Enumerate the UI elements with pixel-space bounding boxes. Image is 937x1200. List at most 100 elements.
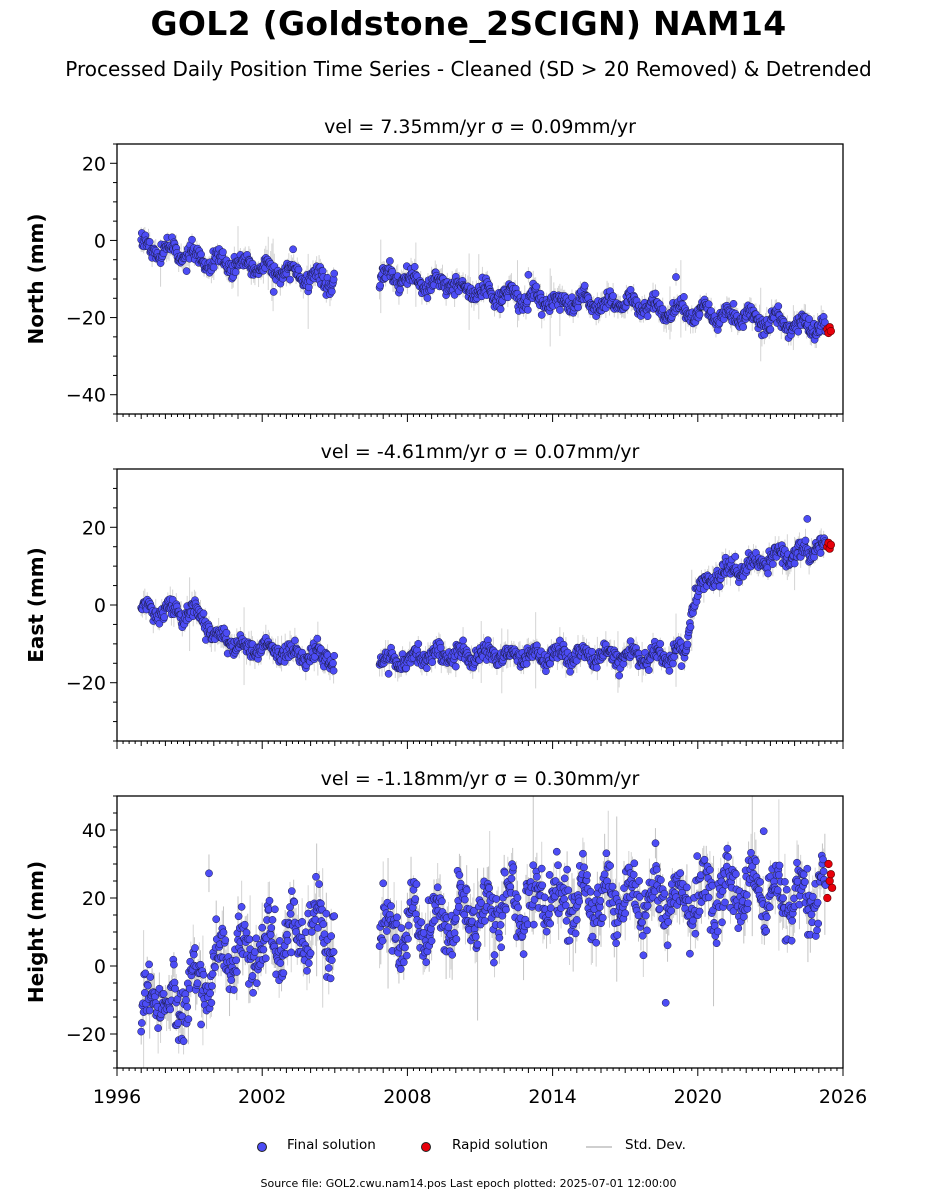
final-point	[146, 973, 155, 981]
final-point	[182, 267, 191, 275]
final-point	[313, 634, 322, 643]
final-point	[261, 954, 270, 963]
final-point	[286, 275, 294, 284]
final-point	[159, 989, 168, 998]
final-point	[237, 903, 246, 911]
final-point	[480, 917, 489, 925]
final-point	[498, 911, 507, 920]
final-point	[379, 879, 388, 888]
final-point	[612, 939, 620, 948]
final-point	[608, 882, 617, 891]
final-point	[803, 515, 812, 523]
panel-title: vel = 7.35mm/yr σ = 0.09mm/yr	[324, 116, 636, 138]
y-tick-label: 20	[82, 153, 106, 175]
final-point	[207, 998, 216, 1007]
final-point	[676, 869, 685, 877]
rapid-point	[826, 540, 836, 549]
final-point	[706, 866, 714, 874]
data-layer	[137, 796, 837, 1068]
final-point	[412, 880, 421, 889]
final-point	[524, 270, 533, 279]
final-point	[304, 959, 313, 968]
final-point	[560, 874, 569, 883]
final-point	[641, 911, 650, 920]
final-point	[205, 869, 213, 878]
final-point	[583, 871, 591, 879]
final-point	[182, 996, 190, 1004]
final-point	[502, 905, 510, 914]
final-point	[768, 560, 777, 568]
final-point	[639, 951, 648, 960]
final-point	[752, 857, 760, 866]
final-point	[438, 897, 446, 906]
final-point	[575, 897, 584, 906]
final-point	[562, 901, 570, 910]
final-point	[232, 968, 241, 976]
final-point	[495, 933, 504, 942]
final-point	[414, 639, 423, 648]
final-point	[729, 299, 738, 308]
final-point	[609, 292, 617, 300]
final-point	[144, 981, 152, 990]
final-point	[565, 936, 574, 945]
final-point	[643, 312, 652, 321]
final-point	[500, 868, 509, 877]
y-axis-label: Height (mm)	[24, 861, 48, 1003]
final-point	[166, 1005, 175, 1014]
final-point	[507, 874, 516, 883]
final-point	[303, 966, 311, 975]
final-point	[715, 582, 724, 591]
final-point	[739, 323, 748, 331]
final-point	[598, 913, 607, 922]
final-point	[451, 914, 460, 923]
final-point	[661, 998, 670, 1007]
final-point	[556, 306, 564, 314]
data-layer	[137, 515, 836, 694]
final-point	[283, 936, 292, 945]
final-point	[314, 924, 322, 932]
y-tick-label: 0	[94, 230, 106, 252]
final-point	[174, 1019, 182, 1027]
final-point	[329, 659, 337, 668]
final-point	[794, 327, 803, 336]
final-point	[319, 920, 328, 929]
final-point	[513, 893, 522, 902]
final-point	[399, 958, 408, 967]
final-point	[615, 671, 624, 680]
final-point	[545, 871, 554, 879]
rapid-points	[823, 538, 836, 553]
final-point	[732, 870, 740, 878]
final-point	[629, 870, 638, 879]
final-point	[286, 910, 295, 918]
final-point	[600, 870, 609, 879]
final-point	[718, 918, 726, 927]
final-point	[680, 293, 688, 301]
panel-title: vel = -4.61mm/yr σ = 0.07mm/yr	[321, 441, 640, 463]
final-point	[292, 928, 300, 936]
final-point	[643, 901, 652, 910]
final-point	[756, 878, 764, 886]
final-point	[626, 285, 635, 294]
final-point	[145, 1006, 154, 1015]
data-layer	[137, 226, 836, 362]
final-point	[322, 909, 331, 918]
final-point	[522, 659, 531, 668]
final-point	[762, 927, 771, 935]
final-point	[197, 1020, 205, 1029]
final-point	[663, 941, 672, 950]
final-point	[571, 929, 580, 938]
final-point	[579, 849, 587, 858]
final-point	[304, 283, 313, 292]
final-point	[269, 288, 278, 296]
final-point	[232, 956, 241, 965]
final-point	[766, 325, 775, 334]
final-point	[552, 847, 561, 856]
final-point	[686, 623, 695, 631]
final-point	[211, 963, 219, 972]
final-point	[532, 282, 541, 291]
final-point	[199, 609, 208, 618]
panel-title: vel = -1.18mm/yr σ = 0.30mm/yr	[321, 768, 640, 790]
final-point	[206, 989, 215, 998]
final-point	[428, 658, 437, 667]
